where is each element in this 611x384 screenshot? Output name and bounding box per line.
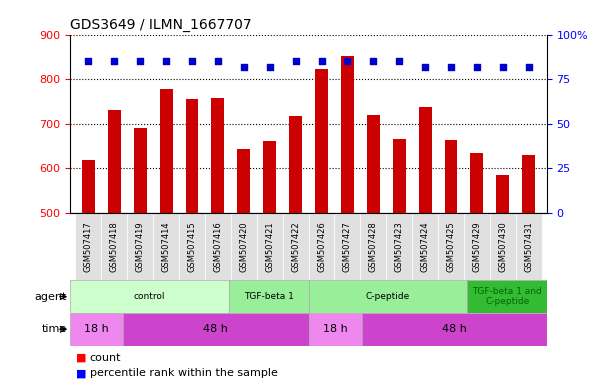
Text: GSM507428: GSM507428 [369, 221, 378, 272]
Text: GSM507420: GSM507420 [240, 222, 248, 272]
Point [291, 58, 301, 65]
Bar [70, 280, 229, 313]
Bar [467, 280, 547, 313]
Bar [438, 213, 464, 280]
Point [265, 64, 274, 70]
Text: GSM507422: GSM507422 [291, 222, 300, 272]
Text: GDS3649 / ILMN_1667707: GDS3649 / ILMN_1667707 [70, 18, 252, 32]
Point [239, 64, 249, 70]
Bar [283, 213, 309, 280]
Bar [522, 155, 535, 213]
Text: time: time [42, 324, 67, 334]
Bar [123, 313, 309, 346]
Text: GSM507424: GSM507424 [420, 222, 430, 272]
Text: 48 h: 48 h [442, 324, 467, 334]
Text: GSM507425: GSM507425 [447, 222, 456, 272]
Point [109, 58, 119, 65]
Text: C-peptide: C-peptide [366, 292, 410, 301]
Text: GSM507418: GSM507418 [110, 221, 119, 272]
Text: GSM507417: GSM507417 [84, 221, 93, 272]
Bar [341, 56, 354, 213]
Text: 48 h: 48 h [203, 324, 229, 334]
Bar [186, 99, 199, 213]
Bar [360, 213, 386, 280]
Bar [445, 140, 458, 213]
Text: GSM507421: GSM507421 [265, 222, 274, 272]
Text: GSM507416: GSM507416 [213, 221, 222, 272]
Bar [108, 111, 121, 213]
Bar [179, 213, 205, 280]
Bar [237, 149, 251, 213]
Point [343, 58, 353, 65]
Bar [334, 213, 360, 280]
Bar [367, 115, 380, 213]
Text: control: control [134, 292, 166, 301]
Text: TGF-beta 1: TGF-beta 1 [244, 292, 294, 301]
Bar [386, 213, 412, 280]
Point [446, 64, 456, 70]
Bar [159, 89, 172, 213]
Bar [309, 213, 334, 280]
Bar [263, 141, 276, 213]
Point [161, 58, 171, 65]
Text: 18 h: 18 h [84, 324, 109, 334]
Bar [412, 213, 438, 280]
Text: ■: ■ [76, 368, 90, 378]
Bar [75, 213, 101, 280]
Point [420, 64, 430, 70]
Text: GSM507429: GSM507429 [472, 222, 481, 272]
Bar [470, 153, 483, 213]
Bar [516, 213, 542, 280]
Bar [231, 213, 257, 280]
Bar [309, 280, 467, 313]
Text: GSM507423: GSM507423 [395, 221, 404, 272]
Bar [464, 213, 490, 280]
Bar [315, 70, 328, 213]
Bar [229, 280, 309, 313]
Bar [289, 116, 302, 213]
Bar [153, 213, 179, 280]
Text: TGF-beta 1 and
C-peptide: TGF-beta 1 and C-peptide [472, 287, 542, 306]
Point [394, 58, 404, 65]
Bar [362, 313, 547, 346]
Text: GSM507431: GSM507431 [524, 221, 533, 272]
Text: GSM507419: GSM507419 [136, 222, 145, 272]
Bar [257, 213, 283, 280]
Bar [393, 139, 406, 213]
Text: GSM507430: GSM507430 [499, 221, 507, 272]
Text: percentile rank within the sample: percentile rank within the sample [90, 368, 277, 378]
Text: GSM507415: GSM507415 [188, 222, 197, 272]
Point [135, 58, 145, 65]
Point [368, 58, 378, 65]
Point [472, 64, 482, 70]
Bar [70, 313, 123, 346]
Text: ■: ■ [76, 353, 90, 363]
Bar [496, 175, 510, 213]
Point [213, 58, 223, 65]
Point [524, 64, 533, 70]
Point [498, 64, 508, 70]
Bar [101, 213, 127, 280]
Text: GSM507427: GSM507427 [343, 221, 352, 272]
Bar [211, 98, 224, 213]
Text: count: count [90, 353, 122, 363]
Bar [309, 313, 362, 346]
Text: GSM507426: GSM507426 [317, 221, 326, 272]
Text: 18 h: 18 h [323, 324, 348, 334]
Bar [419, 107, 431, 213]
Text: agent: agent [35, 291, 67, 302]
Point [187, 58, 197, 65]
Bar [490, 213, 516, 280]
Bar [127, 213, 153, 280]
Point [316, 58, 326, 65]
Text: GSM507414: GSM507414 [161, 222, 170, 272]
Bar [134, 128, 147, 213]
Bar [82, 160, 95, 213]
Bar [205, 213, 231, 280]
Point [84, 58, 93, 65]
